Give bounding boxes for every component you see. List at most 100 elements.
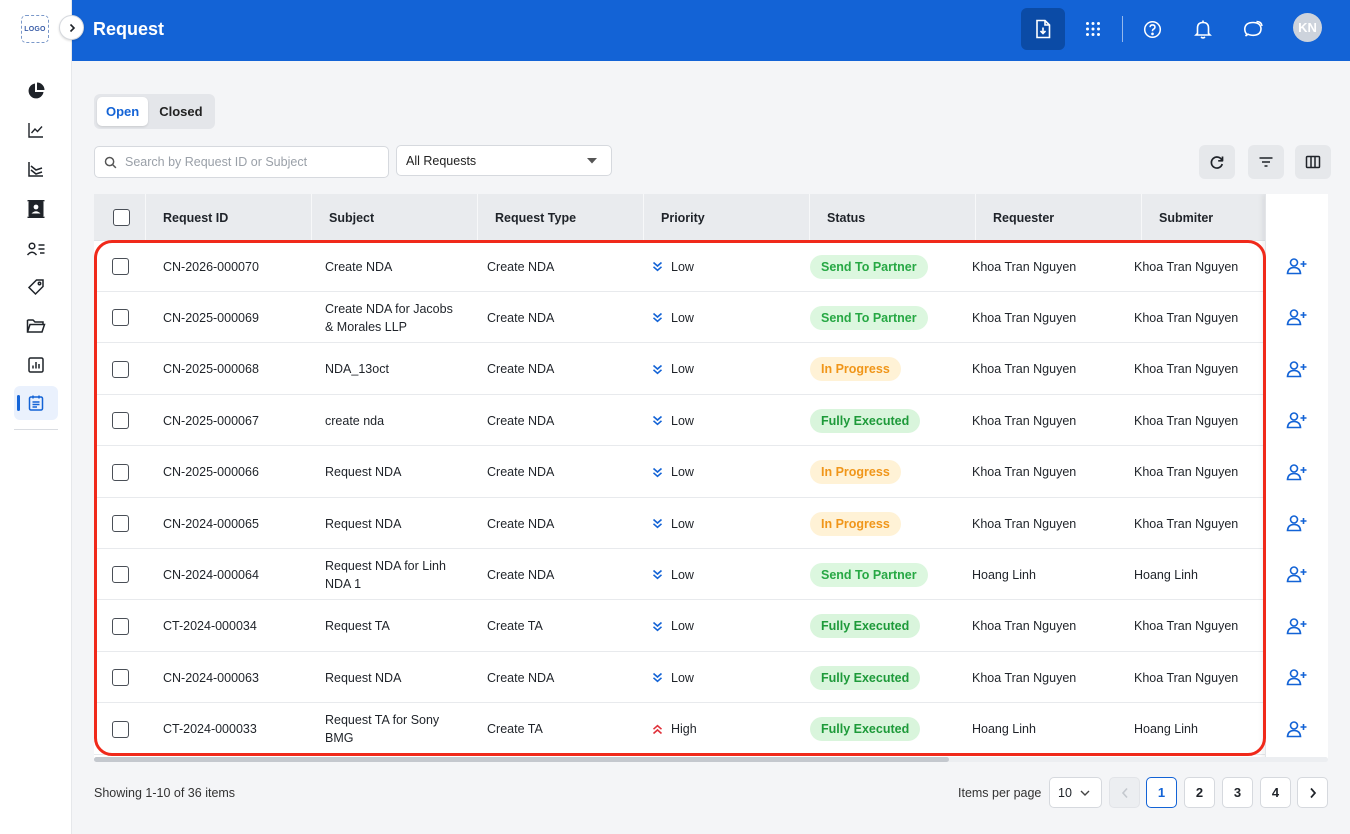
refresh-button[interactable] xyxy=(1199,145,1235,179)
nav-users[interactable] xyxy=(14,232,58,266)
select-all-checkbox[interactable] xyxy=(113,209,130,226)
row-checkbox[interactable] xyxy=(112,412,129,430)
priority-low-icon xyxy=(652,570,663,580)
table-row[interactable]: CN-2024-000065 Request NDA Create NDA Low In… xyxy=(94,498,1328,549)
request-id-cell[interactable]: CN-2025-000067 xyxy=(163,413,259,428)
tab-open[interactable]: Open xyxy=(97,97,149,126)
column-header-subject[interactable]: Subject xyxy=(329,210,375,225)
chat-button[interactable] xyxy=(1231,8,1275,50)
requester-cell: Khoa Tran Nguyen xyxy=(972,465,1077,480)
requester-cell: Khoa Tran Nguyen xyxy=(972,310,1077,325)
request-table: Request ID Subject Request Type Priority… xyxy=(94,194,1328,760)
row-checkbox[interactable] xyxy=(112,669,129,687)
table-row[interactable]: CT-2024-000034 Request TA Create TA Low Full… xyxy=(94,600,1328,652)
request-id-cell[interactable]: CN-2024-000064 xyxy=(163,567,259,582)
items-per-page-value: 10 xyxy=(1058,785,1072,800)
subject-cell: Request NDA for Linh NDA 1 xyxy=(325,549,475,600)
table-row[interactable]: CN-2025-000069 Create NDA for Jacobs & Mor… xyxy=(94,292,1328,344)
column-header-requester[interactable]: Requester xyxy=(993,210,1055,225)
subject-line: BMG xyxy=(325,731,354,746)
prev-page-button[interactable] xyxy=(1109,777,1140,808)
nav-charts[interactable] xyxy=(14,152,58,186)
assign-user-button[interactable] xyxy=(1285,511,1309,535)
assign-user-button[interactable] xyxy=(1285,408,1309,432)
nav-tags[interactable] xyxy=(14,270,58,304)
row-checkbox[interactable] xyxy=(112,258,129,275)
nav-analytics[interactable] xyxy=(14,113,58,147)
expand-sidebar-button[interactable] xyxy=(59,15,84,40)
row-checkbox[interactable] xyxy=(112,360,129,378)
next-page-button[interactable] xyxy=(1297,777,1328,808)
items-per-page-select[interactable]: 10 xyxy=(1049,777,1102,808)
page-button-2[interactable]: 2 xyxy=(1184,777,1215,808)
add-user-icon xyxy=(1286,309,1307,326)
assign-user-button[interactable] xyxy=(1285,305,1309,329)
filter-button[interactable] xyxy=(1248,145,1284,179)
avatar[interactable]: KN xyxy=(1293,13,1322,42)
request-id-cell[interactable]: CT-2024-000034 xyxy=(163,619,257,634)
nav-folders[interactable] xyxy=(14,309,58,343)
request-type-cell: Create TA xyxy=(487,722,543,737)
assign-user-button[interactable] xyxy=(1285,665,1309,689)
column-header-request-id[interactable]: Request ID xyxy=(163,210,229,225)
column-header-status[interactable]: Status xyxy=(827,210,866,225)
page-button-3[interactable]: 3 xyxy=(1222,777,1253,808)
request-id-cell[interactable]: CN-2025-000068 xyxy=(163,362,259,377)
priority-label: Low xyxy=(671,259,694,274)
assign-user-button[interactable] xyxy=(1285,562,1309,586)
nav-requests[interactable] xyxy=(14,386,58,420)
priority-cell: Low xyxy=(652,601,694,652)
priority-cell: Low xyxy=(652,447,694,498)
table-row[interactable]: CT-2024-000033 Request TA for Sony BMG Crea… xyxy=(94,703,1328,755)
row-checkbox[interactable] xyxy=(112,309,129,327)
request-filter-dropdown[interactable]: All Requests xyxy=(396,145,612,176)
table-row[interactable]: CN-2025-000068 NDA_13oct Create NDA Low In P… xyxy=(94,343,1328,395)
request-id-cell[interactable]: CN-2024-000063 xyxy=(163,670,259,685)
nav-dashboard[interactable] xyxy=(14,74,58,108)
table-row[interactable]: CN-2025-000067 create nda Create NDA Low Ful… xyxy=(94,395,1328,447)
apps-button[interactable] xyxy=(1071,8,1115,50)
table-row[interactable]: CN-2024-000064 Request NDA for Linh NDA 1 C… xyxy=(94,549,1328,601)
column-header-priority[interactable]: Priority xyxy=(661,210,705,225)
horizontal-scrollbar[interactable] xyxy=(94,757,1328,762)
column-header-request-type[interactable]: Request Type xyxy=(495,210,577,225)
subject-cell: create nda xyxy=(325,395,475,446)
priority-label: Low xyxy=(671,465,694,480)
request-id-cell[interactable]: CN-2026-000070 xyxy=(163,259,259,274)
help-icon xyxy=(1143,20,1161,38)
scrollbar-thumb[interactable] xyxy=(94,757,949,762)
nav-contacts[interactable] xyxy=(14,192,58,226)
tab-closed[interactable]: Closed xyxy=(159,104,203,119)
help-button[interactable] xyxy=(1130,8,1174,50)
nav-reports[interactable] xyxy=(14,348,58,382)
submitter-cell: Khoa Tran Nguyen xyxy=(1134,413,1239,428)
column-header-submitter[interactable]: Submiter xyxy=(1159,210,1214,225)
assign-user-button[interactable] xyxy=(1285,254,1309,278)
status-cell: In Progress xyxy=(810,498,901,549)
row-checkbox[interactable] xyxy=(112,515,129,532)
assign-user-button[interactable] xyxy=(1285,717,1309,741)
column-divider xyxy=(477,194,478,241)
submitter-cell: Khoa Tran Nguyen xyxy=(1134,619,1239,634)
request-id-cell[interactable]: CN-2025-000066 xyxy=(163,465,259,480)
notifications-button[interactable] xyxy=(1181,8,1225,50)
columns-button[interactable] xyxy=(1295,145,1331,179)
row-checkbox[interactable] xyxy=(112,617,129,635)
table-row[interactable]: CN-2026-000070 Create NDA Create NDA Low Sen… xyxy=(94,241,1328,292)
search-input[interactable] xyxy=(125,155,375,169)
row-checkbox[interactable] xyxy=(112,463,129,481)
table-row[interactable]: CN-2024-000063 Request NDA Create NDA Low Fu… xyxy=(94,652,1328,704)
row-checkbox[interactable] xyxy=(112,566,129,584)
request-id-cell[interactable]: CT-2024-000033 xyxy=(163,722,257,737)
filter-icon xyxy=(1259,157,1273,167)
page-button-4[interactable]: 4 xyxy=(1260,777,1291,808)
table-row[interactable]: CN-2025-000066 Request NDA Create NDA Low In… xyxy=(94,446,1328,498)
assign-user-button[interactable] xyxy=(1285,614,1309,638)
row-checkbox[interactable] xyxy=(112,720,129,738)
page-button-1[interactable]: 1 xyxy=(1146,777,1177,808)
assign-user-button[interactable] xyxy=(1285,357,1309,381)
assign-user-button[interactable] xyxy=(1285,460,1309,484)
request-id-cell[interactable]: CN-2024-000065 xyxy=(163,516,259,531)
request-id-cell[interactable]: CN-2025-000069 xyxy=(163,310,259,325)
download-button[interactable] xyxy=(1021,8,1065,50)
